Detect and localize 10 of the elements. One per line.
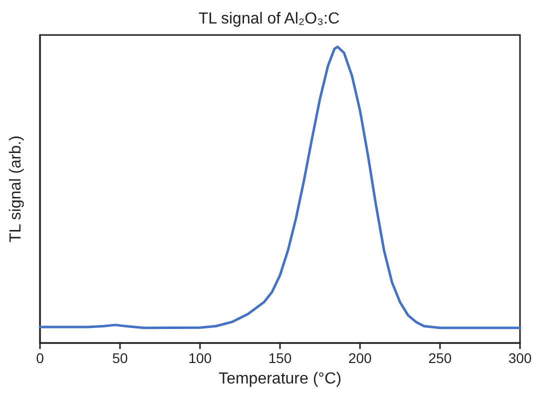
x-tick-label: 250: [428, 350, 452, 366]
x-tick-label: 50: [112, 350, 128, 366]
x-tick-label: 300: [508, 350, 532, 366]
x-tick-label: 150: [268, 350, 292, 366]
x-tick-label: 100: [188, 350, 212, 366]
x-tick-label: 200: [348, 350, 372, 366]
x-axis-title: Temperature (°C): [218, 370, 342, 388]
chart-title: TL signal of Al₂O₃:C: [198, 10, 340, 28]
y-axis-title: TL signal (arb.): [8, 136, 24, 242]
x-tick-label: 0: [36, 350, 44, 366]
